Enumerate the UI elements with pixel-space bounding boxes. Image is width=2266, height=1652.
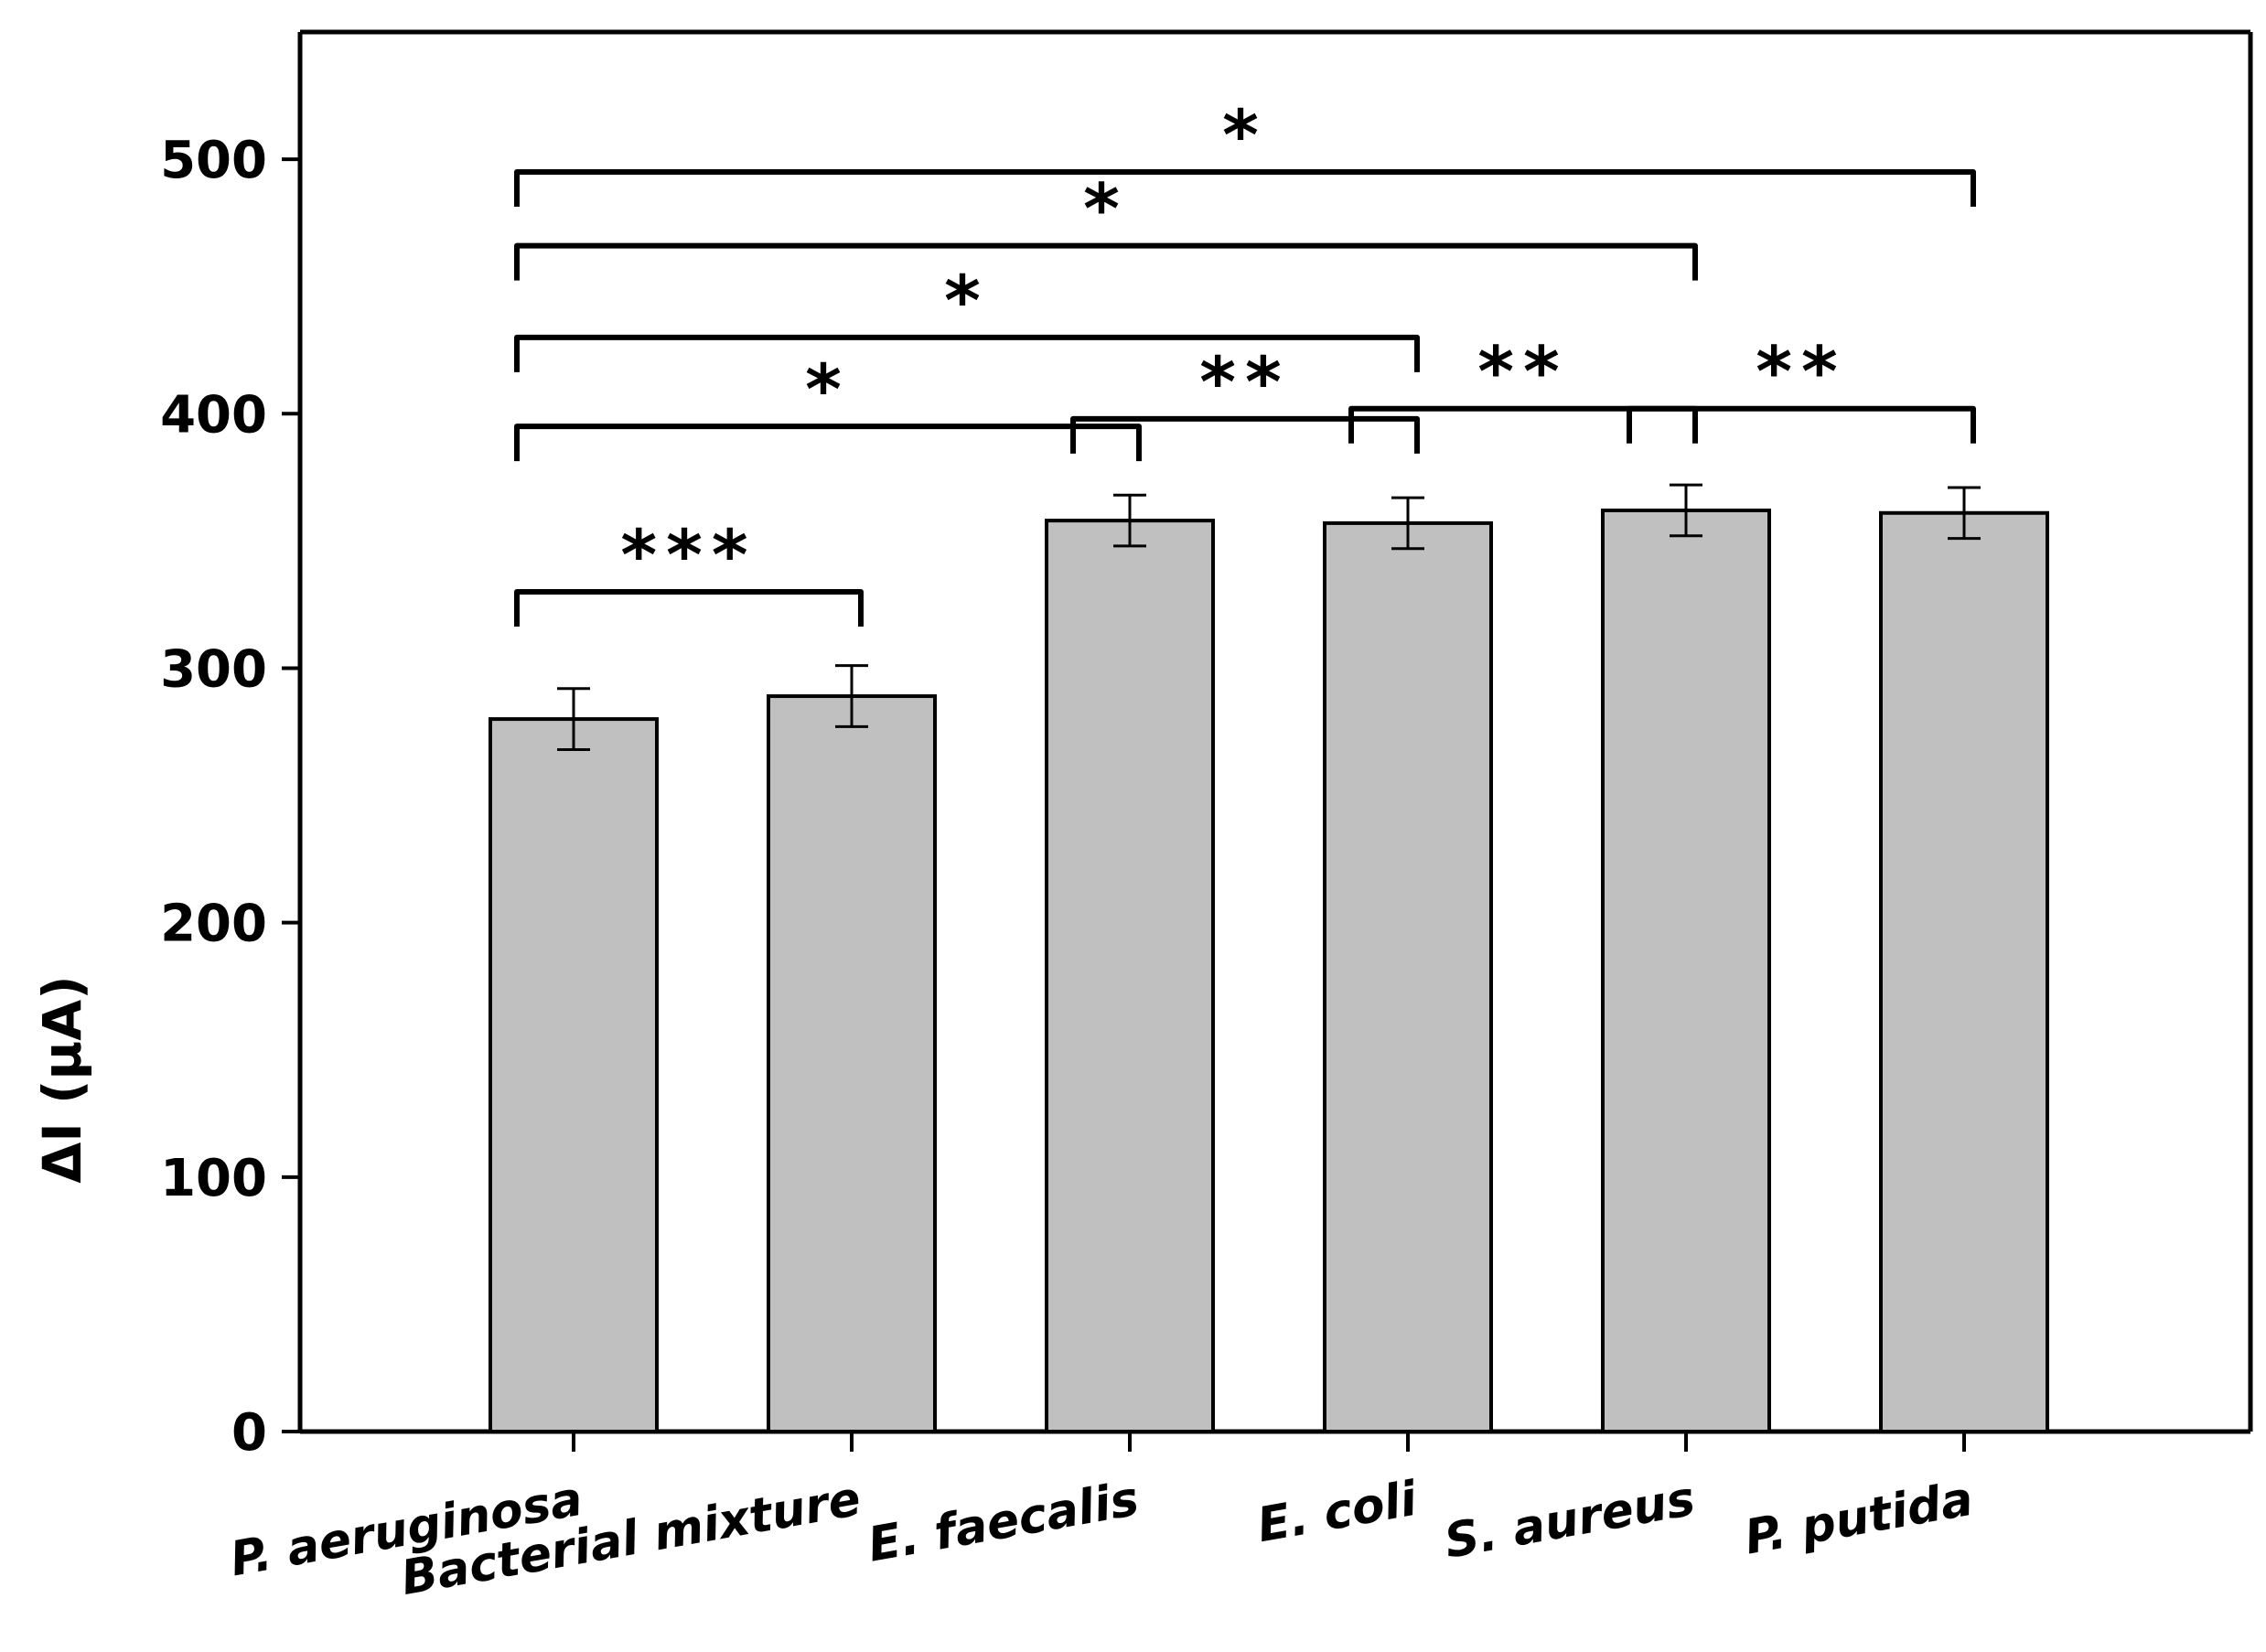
x-tick-label-4: S. aureus [1441,1472,1700,1570]
bracket-line-3 [514,424,1142,462]
y-tick-label-0: 0 [231,1403,267,1463]
y-axis: 0 100 200 300 400 500 [160,32,303,1463]
x-tick-label-3: E. coli [1253,1472,1422,1554]
bracket-5: ** [1348,331,1698,444]
plot-frame [300,29,2253,1432]
bracket-4: ** [1070,341,1420,454]
bracket-line-4 [1070,415,1420,454]
bar-3 [1323,520,1493,1433]
bracket-line-1 [514,242,1698,281]
bracket-label-4: ** [1199,341,1291,423]
bracket-1: * [514,168,1698,281]
y-tick-label-300: 300 [160,639,267,699]
y-tick-label-400: 400 [160,385,267,445]
significance-brackets: **** ** ** ***** [514,94,1976,627]
error-bar-3 [1391,496,1424,551]
error-bar-1 [835,664,868,728]
bar-2 [1045,519,1215,1433]
bars [489,508,2049,1433]
y-axis-title: ΔI (µA) [31,975,93,1183]
error-bar-5 [1948,486,1981,541]
bracket-label-3: * [805,349,851,430]
bracket-3: * [514,349,1142,462]
y-tick-label-200: 200 [160,895,267,954]
bracket-line-2 [514,334,1420,372]
bracket-label-5: ** [1477,331,1569,413]
bracket-7: *** [514,514,864,627]
bar-0 [489,717,659,1433]
bracket-label-6: ** [1756,331,1847,413]
bracket-label-0: * [1222,94,1268,176]
error-bars [557,483,1981,751]
bracket-label-1: * [1083,168,1129,250]
bracket-label-7: *** [620,514,757,595]
bracket-2: * [514,260,1420,372]
error-bar-4 [1670,483,1702,538]
bracket-6: ** [1627,331,1976,444]
bracket-label-2: * [944,260,990,341]
x-tick-label-2: E. faecalis [865,1472,1144,1573]
bar-5 [1879,510,2049,1433]
y-tick-label-500: 500 [160,131,267,190]
bracket-line-0 [514,169,1976,207]
bracket-line-5 [1348,405,1698,444]
error-bar-0 [557,687,590,751]
bar-1 [767,694,937,1433]
error-bar-2 [1113,493,1146,548]
bar-4 [1601,508,1771,1433]
y-tick-label-100: 100 [160,1149,267,1208]
bracket-line-6 [1627,405,1976,444]
bracket-0: * [514,94,1976,207]
bracket-line-7 [514,589,864,627]
x-tick-label-5: P. putida [1741,1472,1977,1566]
